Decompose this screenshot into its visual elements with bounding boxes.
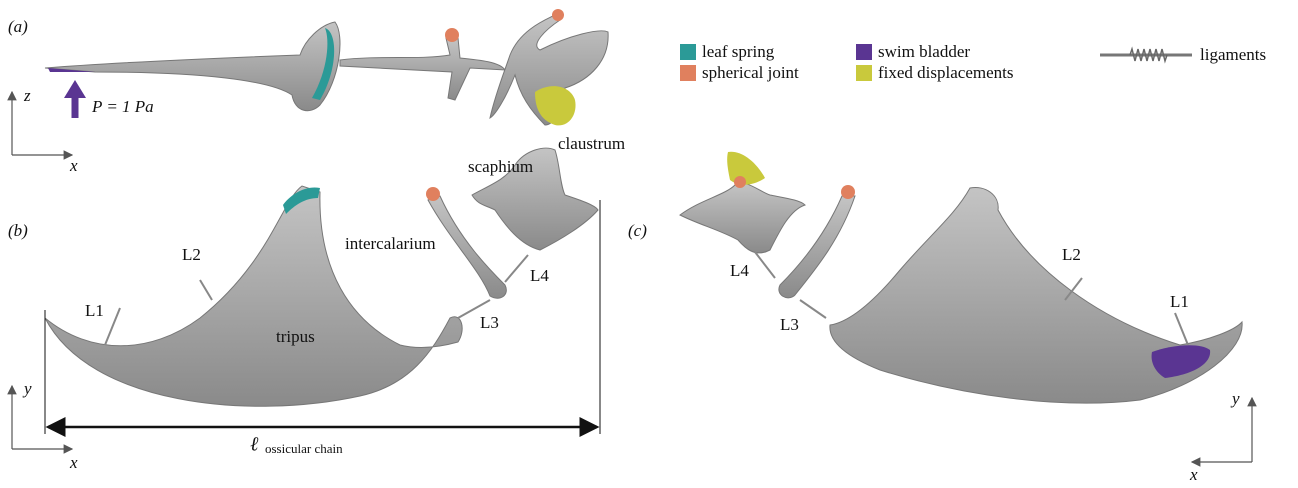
- legend-label: fixed displacements: [878, 63, 1014, 82]
- figure: (a) P = 1 Pa z x leaf spring spherical j…: [0, 0, 1298, 488]
- axis-label: y: [1230, 389, 1240, 408]
- shape: [340, 38, 505, 100]
- joint: [734, 176, 746, 188]
- part-label: intercalarium: [345, 234, 436, 253]
- shape: [1175, 313, 1188, 345]
- panel-label: (a): [8, 17, 28, 36]
- joint: [426, 187, 440, 201]
- panel-label: (b): [8, 221, 28, 240]
- ligament-label: L1: [85, 301, 104, 320]
- ligament-label: L4: [530, 266, 549, 285]
- shape: [45, 186, 462, 406]
- shape: [755, 252, 775, 278]
- shape: [428, 196, 506, 298]
- shape: [200, 280, 212, 300]
- ligament-label: L3: [780, 315, 799, 334]
- fixed-patch: [727, 152, 765, 185]
- load-label: P = 1 Pa: [91, 97, 154, 116]
- length-subscript: ossicular chain: [265, 441, 343, 456]
- axis-label: y: [22, 379, 32, 398]
- axis-label: x: [1189, 465, 1198, 484]
- part-label: tripus: [276, 327, 315, 346]
- ligament-label: L4: [730, 261, 749, 280]
- shape: [45, 22, 340, 111]
- legend: leaf spring spherical joint swim bladder…: [680, 42, 1266, 82]
- panel-label: (c): [628, 221, 647, 240]
- shape: [680, 183, 805, 253]
- shape: [505, 255, 528, 282]
- legend-label: ligaments: [1200, 45, 1266, 64]
- legend-swatch: [856, 44, 872, 60]
- part-label: claustrum: [558, 134, 625, 153]
- ligament-label: L3: [480, 313, 499, 332]
- legend-label: spherical joint: [702, 63, 799, 82]
- bones-b: [45, 148, 598, 406]
- shape: [105, 308, 120, 345]
- shape: [800, 300, 826, 318]
- axis-label: x: [69, 453, 78, 472]
- bones-c: [680, 152, 1242, 403]
- ligament-label: L2: [182, 245, 201, 264]
- joint: [445, 28, 459, 42]
- load-arrow-head: [64, 80, 86, 98]
- ligament-label: L2: [1062, 245, 1081, 264]
- legend-swatch: [680, 44, 696, 60]
- joint: [552, 9, 564, 21]
- length-symbol: ℓ: [250, 434, 259, 456]
- legend-label: swim bladder: [878, 42, 970, 61]
- axis-label: x: [69, 156, 78, 175]
- part-label: scaphium: [468, 157, 533, 176]
- axis-label: z: [23, 86, 31, 105]
- legend-label: leaf spring: [702, 42, 775, 61]
- legend-swatch: [680, 65, 696, 81]
- legend-swatch: [856, 65, 872, 81]
- joint: [841, 185, 855, 199]
- ligament-label: L1: [1170, 292, 1189, 311]
